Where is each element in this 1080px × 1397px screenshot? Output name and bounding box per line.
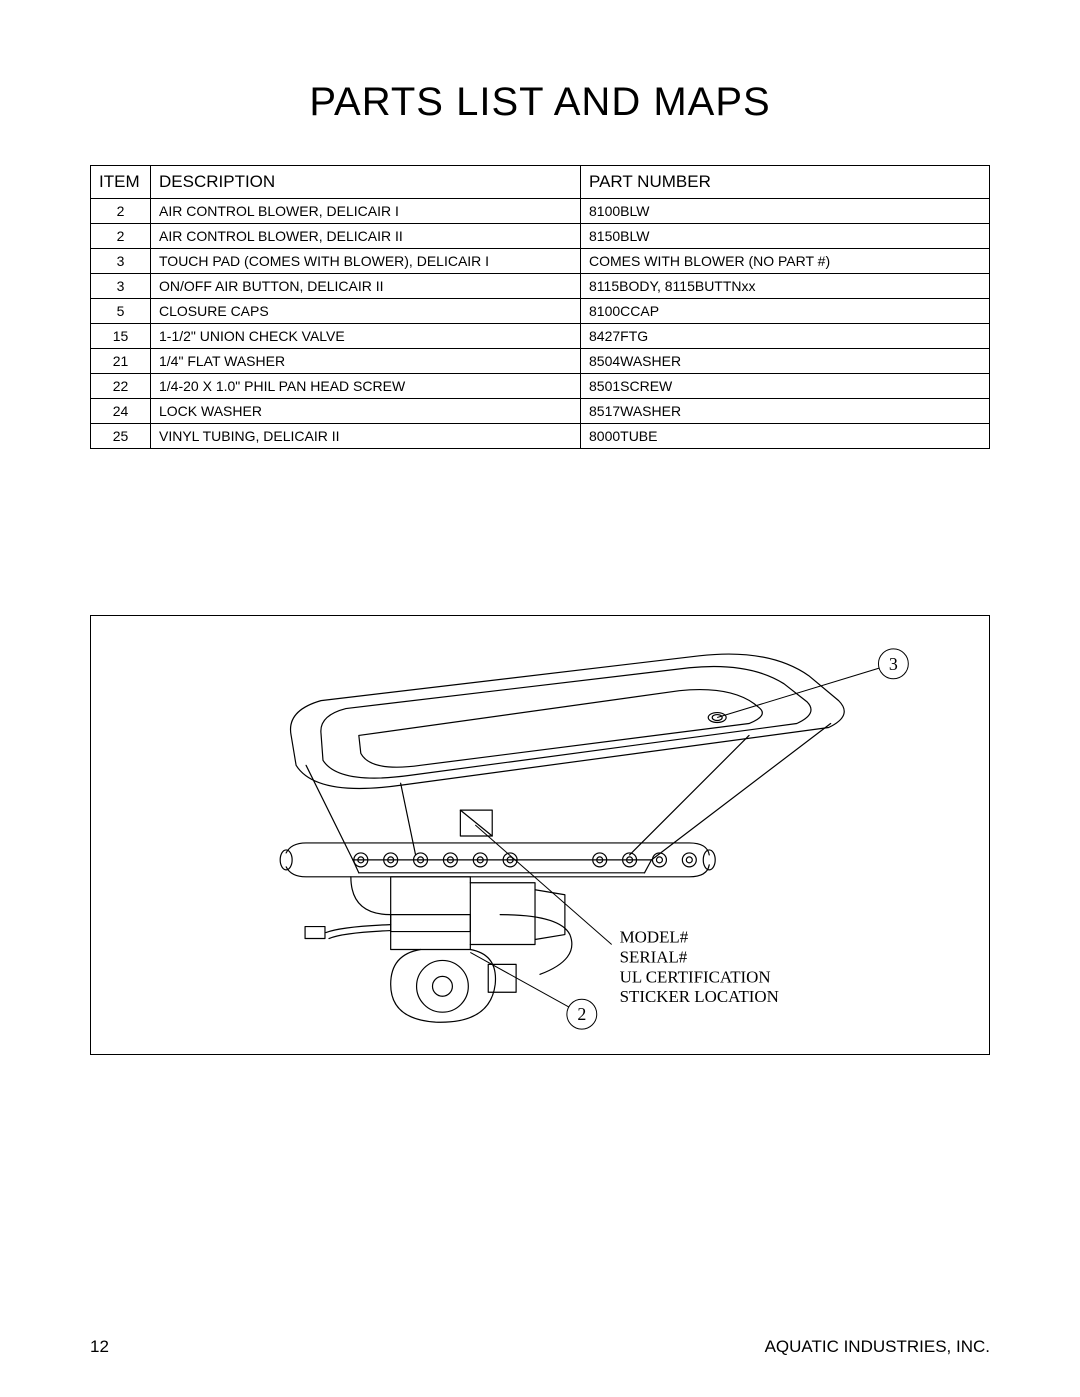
col-item: ITEM <box>91 166 151 199</box>
table-row: 151-1/2" UNION CHECK VALVE8427FTG <box>91 324 990 349</box>
cell-item: 24 <box>91 399 151 424</box>
table-row: 221/4-20 X 1.0" PHIL PAN HEAD SCREW8501S… <box>91 374 990 399</box>
cell-part-number: 8501SCREW <box>581 374 990 399</box>
col-description: DESCRIPTION <box>151 166 581 199</box>
cell-part-number: 8427FTG <box>581 324 990 349</box>
svg-text:STICKER LOCATION: STICKER LOCATION <box>620 987 779 1006</box>
cell-description: 1-1/2" UNION CHECK VALVE <box>151 324 581 349</box>
cell-part-number: COMES WITH BLOWER (NO PART #) <box>581 249 990 274</box>
cell-item: 3 <box>91 249 151 274</box>
cell-description: LOCK WASHER <box>151 399 581 424</box>
cell-part-number: 8150BLW <box>581 224 990 249</box>
cell-part-number: 8115BODY, 8115BUTTNxx <box>581 274 990 299</box>
footer-company: AQUATIC INDUSTRIES, INC. <box>765 1337 990 1357</box>
cell-description: AIR CONTROL BLOWER, DELICAIR II <box>151 224 581 249</box>
cell-item: 5 <box>91 299 151 324</box>
table-row: 5CLOSURE CAPS8100CCAP <box>91 299 990 324</box>
table-row: 2AIR CONTROL BLOWER, DELICAIR II8150BLW <box>91 224 990 249</box>
cell-item: 22 <box>91 374 151 399</box>
page-title: PARTS LIST AND MAPS <box>90 80 990 125</box>
cell-description: CLOSURE CAPS <box>151 299 581 324</box>
table-row: 25VINYL TUBING, DELICAIR II8000TUBE <box>91 424 990 449</box>
cell-item: 3 <box>91 274 151 299</box>
cell-description: AIR CONTROL BLOWER, DELICAIR I <box>151 199 581 224</box>
cell-description: 1/4" FLAT WASHER <box>151 349 581 374</box>
cell-part-number: 8000TUBE <box>581 424 990 449</box>
cell-item: 15 <box>91 324 151 349</box>
svg-text:UL CERTIFICATION: UL CERTIFICATION <box>620 967 771 986</box>
table-row: 3TOUCH PAD (COMES WITH BLOWER), DELICAIR… <box>91 249 990 274</box>
cell-part-number: 8100CCAP <box>581 299 990 324</box>
cell-part-number: 8504WASHER <box>581 349 990 374</box>
table-row: 2AIR CONTROL BLOWER, DELICAIR I8100BLW <box>91 199 990 224</box>
cell-item: 2 <box>91 199 151 224</box>
parts-table: ITEM DESCRIPTION PART NUMBER 2AIR CONTRO… <box>90 165 990 449</box>
parts-diagram: MODEL#SERIAL#UL CERTIFICATIONSTICKER LOC… <box>90 615 990 1055</box>
svg-text:MODEL#: MODEL# <box>620 928 689 947</box>
cell-item: 21 <box>91 349 151 374</box>
cell-description: ON/OFF AIR BUTTON, DELICAIR II <box>151 274 581 299</box>
cell-description: TOUCH PAD (COMES WITH BLOWER), DELICAIR … <box>151 249 581 274</box>
table-header-row: ITEM DESCRIPTION PART NUMBER <box>91 166 990 199</box>
svg-text:SERIAL#: SERIAL# <box>620 947 688 966</box>
col-part-number: PART NUMBER <box>581 166 990 199</box>
cell-description: VINYL TUBING, DELICAIR II <box>151 424 581 449</box>
table-row: 211/4" FLAT WASHER8504WASHER <box>91 349 990 374</box>
table-row: 3ON/OFF AIR BUTTON, DELICAIR II8115BODY,… <box>91 274 990 299</box>
cell-item: 2 <box>91 224 151 249</box>
cell-part-number: 8517WASHER <box>581 399 990 424</box>
cell-description: 1/4-20 X 1.0" PHIL PAN HEAD SCREW <box>151 374 581 399</box>
cell-item: 25 <box>91 424 151 449</box>
svg-text:3: 3 <box>889 654 898 674</box>
page-number: 12 <box>90 1337 109 1357</box>
cell-part-number: 8100BLW <box>581 199 990 224</box>
svg-text:2: 2 <box>577 1004 586 1024</box>
table-row: 24LOCK WASHER8517WASHER <box>91 399 990 424</box>
